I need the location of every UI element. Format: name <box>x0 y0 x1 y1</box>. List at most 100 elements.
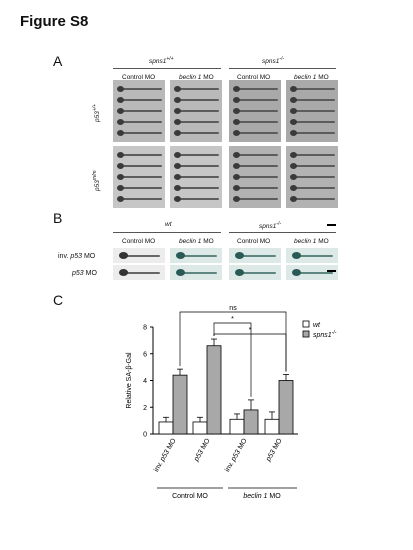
bar-spns1 <box>243 409 259 435</box>
y-tick-label: 6 <box>143 351 147 358</box>
embryo-body <box>179 88 219 90</box>
group-label-beclin: beclin 1 MO <box>243 493 281 500</box>
embryo-head <box>117 174 124 180</box>
bar-spns1 <box>172 374 188 435</box>
embryo-head <box>290 130 297 136</box>
embryo-body <box>179 110 219 112</box>
panel-b-tile <box>170 248 222 263</box>
embryo-body <box>238 165 278 167</box>
x-category-label: p53 MO <box>193 437 212 463</box>
legend-label-spns1: spns1-/- <box>313 330 337 339</box>
panel-b-row2-label: p53 MO <box>72 270 97 277</box>
embryo-head <box>174 97 181 103</box>
embryo-body <box>242 272 276 274</box>
embryo-body <box>238 198 278 200</box>
y-tick-label: 8 <box>143 325 147 332</box>
panel-b-col3-label: Control MO <box>237 238 271 245</box>
panel-a-tile <box>229 146 281 208</box>
embryo-body <box>122 132 162 134</box>
panel-a-group-right: spns1-/- <box>262 56 285 66</box>
embryo-head <box>292 269 301 276</box>
embryo-body <box>122 88 162 90</box>
embryo-head <box>174 163 181 169</box>
embryo-head <box>233 130 240 136</box>
embryo-body <box>179 187 219 189</box>
embryo-head <box>290 174 297 180</box>
panel-a-tile <box>113 80 165 142</box>
embryo-head <box>233 185 240 191</box>
embryo-head <box>119 252 128 259</box>
embryo-head <box>117 119 124 125</box>
panel-a-tile <box>286 80 338 142</box>
panel-b-tile <box>113 248 165 263</box>
embryo-head <box>174 108 181 114</box>
embryo-body <box>238 154 278 156</box>
embryo-head <box>174 196 181 202</box>
embryo-body <box>122 121 162 123</box>
embryo-head <box>233 97 240 103</box>
embryo-head <box>119 269 128 276</box>
panel-b-tile <box>286 265 338 280</box>
group-label-gene: beclin 1 <box>243 493 267 500</box>
embryo-head <box>290 86 297 92</box>
embryo-body <box>238 176 278 178</box>
embryo-body <box>299 255 333 257</box>
embryo-head <box>233 86 240 92</box>
bracket-star1-label: * <box>231 316 234 323</box>
embryo-head <box>174 119 181 125</box>
embryo-head <box>290 185 297 191</box>
panel-b-group-left: wt <box>165 221 172 228</box>
embryo-body <box>238 110 278 112</box>
embryo-body <box>295 198 335 200</box>
bar-wt <box>158 421 174 435</box>
embryo-head <box>174 174 181 180</box>
embryo-body <box>126 272 160 274</box>
embryo-head <box>117 108 124 114</box>
embryo-body <box>299 272 333 274</box>
embryo-head <box>290 108 297 114</box>
panel-a-tile <box>229 80 281 142</box>
x-label-part: MO <box>271 437 284 452</box>
panel-a-tile <box>113 146 165 208</box>
panel-b-tile <box>229 248 281 263</box>
embryo-body <box>183 255 217 257</box>
legend-swatch-wt <box>302 320 310 328</box>
embryo-body <box>179 165 219 167</box>
embryo-head <box>235 252 244 259</box>
embryo-head <box>235 269 244 276</box>
embryo-head <box>290 163 297 169</box>
panel-b-right-bracket <box>229 232 336 233</box>
embryo-head <box>233 119 240 125</box>
embryo-body <box>238 99 278 101</box>
embryo-head <box>117 152 124 158</box>
embryo-head <box>117 97 124 103</box>
embryo-head <box>117 86 124 92</box>
panel-b-letter: B <box>53 210 63 226</box>
panel-a-col3-label: Control MO <box>237 74 271 81</box>
embryo-body <box>242 255 276 257</box>
panel-a-tile <box>286 146 338 208</box>
panel-b-tile <box>113 265 165 280</box>
embryo-body <box>238 88 278 90</box>
panel-a-tile <box>170 146 222 208</box>
legend-swatch-spns1 <box>302 330 310 338</box>
panel-b-tile <box>229 265 281 280</box>
panel-a-tile <box>170 80 222 142</box>
embryo-body <box>295 154 335 156</box>
panel-b-left-bracket <box>113 232 221 233</box>
panel-a-col2-label: beclin 1 MO <box>179 74 214 81</box>
embryo-body <box>295 187 335 189</box>
panel-a-col1-label: Control MO <box>122 74 156 81</box>
x-category-label: inv. p53 MO <box>224 437 249 473</box>
x-category-label: inv. p53 MO <box>153 437 178 473</box>
panel-a-col4-label: beclin 1 MO <box>294 74 329 81</box>
panel-b-scale-bar <box>327 270 336 272</box>
embryo-head <box>117 130 124 136</box>
embryo-body <box>295 132 335 134</box>
embryo-head <box>117 185 124 191</box>
bar-spns1 <box>278 380 294 435</box>
embryo-body <box>179 198 219 200</box>
y-tick-label: 2 <box>143 405 147 412</box>
embryo-body <box>295 165 335 167</box>
